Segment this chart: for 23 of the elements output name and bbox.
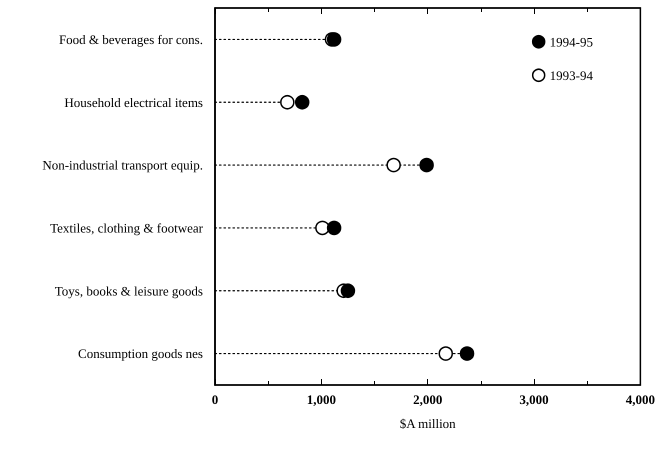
x-tick-label: 3,000 bbox=[519, 392, 549, 407]
x-tick-label: 2,000 bbox=[413, 392, 442, 407]
point bbox=[326, 220, 342, 236]
point bbox=[438, 346, 454, 361]
point bbox=[460, 346, 474, 361]
legend-label: 1994-95 bbox=[550, 34, 594, 50]
x-tick-label: 1,000 bbox=[306, 392, 336, 407]
point bbox=[315, 220, 330, 236]
y-tick-label: Textiles, clothing & footwear bbox=[50, 220, 204, 236]
point bbox=[419, 158, 434, 172]
point bbox=[340, 284, 356, 298]
y-tick-label: Non-industrial transport equip. bbox=[42, 158, 203, 173]
point bbox=[280, 95, 295, 110]
x-tick-label: 0 bbox=[212, 392, 218, 407]
y-tick-label: Household electrical items bbox=[64, 94, 203, 110]
x-axis-title: $A million bbox=[400, 416, 456, 431]
y-tick-label: Consumption goods nes bbox=[78, 346, 203, 362]
y-tick-label: Toys, books & leisure goods bbox=[54, 283, 203, 298]
legend-label: 1993-94 bbox=[550, 68, 594, 83]
x-tick-label: 4,000 bbox=[626, 392, 655, 407]
y-tick-label: Food & beverages for cons. bbox=[58, 32, 203, 47]
point bbox=[386, 158, 401, 172]
point bbox=[294, 95, 310, 110]
